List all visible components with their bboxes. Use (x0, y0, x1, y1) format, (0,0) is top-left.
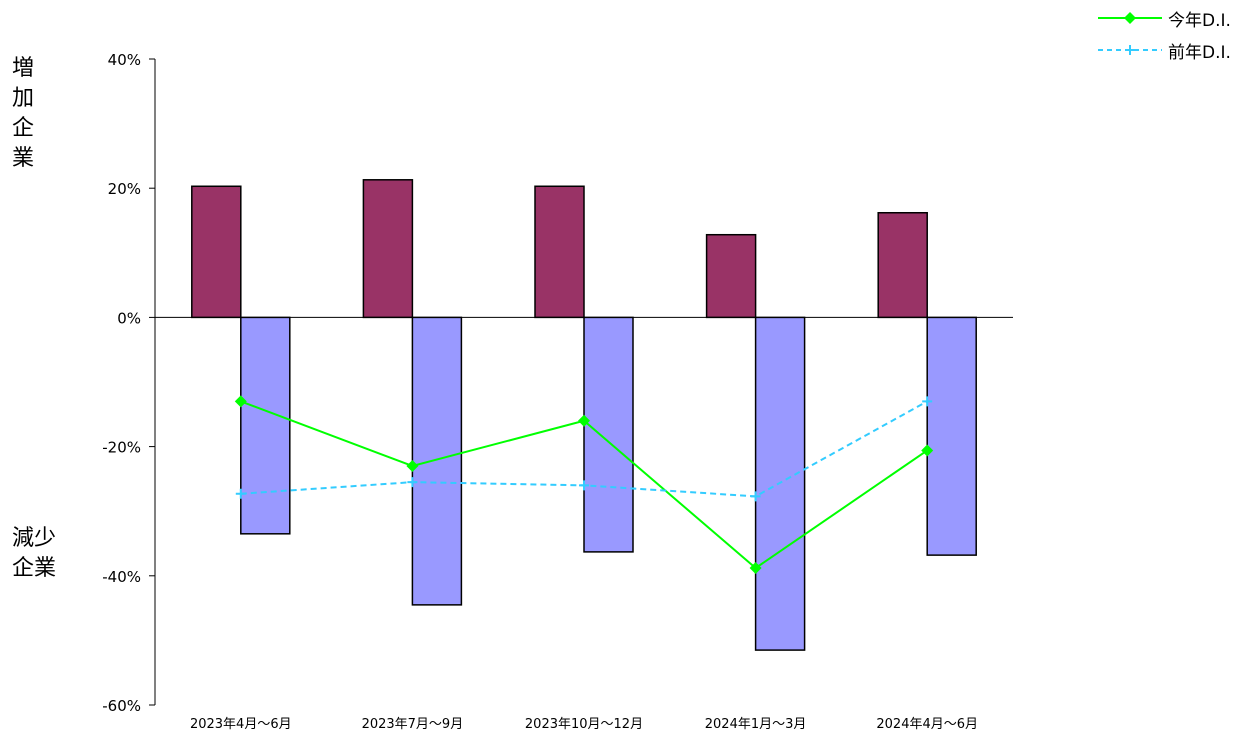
x-tick-label: 2024年1月～3月 (705, 717, 807, 732)
bar-decrease-1 (411, 316, 463, 606)
bar-increase-2 (534, 185, 585, 319)
x-axis-labels: 2023年4月～6月 2023年7月～9月 2023年10月～12月 2024年1月～… (190, 717, 978, 732)
series-point-1-0 (235, 488, 246, 499)
y-tick-label: -40% (102, 568, 141, 586)
series-point-0-3 (749, 562, 762, 575)
bar-decrease-0 (240, 316, 291, 535)
x-tick-label: 2024年4月～6月 (876, 717, 978, 732)
legend-swatch-this-year (1098, 12, 1162, 24)
series-lines (234, 395, 934, 575)
y-tick-label: 20% (108, 180, 141, 198)
y-tick-label: 0% (117, 309, 141, 327)
bar-increase-4 (877, 211, 928, 319)
y-tick-label: -20% (102, 439, 141, 457)
series-point-1-3 (750, 491, 761, 502)
series-point-0-0 (234, 395, 247, 408)
series-point-1-4 (922, 396, 933, 407)
series-point-0-4 (921, 444, 934, 457)
series-point-0-1 (406, 459, 419, 472)
series-point-1-1 (407, 477, 418, 488)
legend: 今年D.I. 前年D.I. (1098, 2, 1231, 66)
series-point-1-2 (579, 480, 589, 491)
legend-item-this-year: 今年D.I. (1098, 2, 1231, 34)
upper-side-label: 増加企業 (12, 56, 35, 171)
y-axis: 40% 20% 0% -20% -40% -60% (102, 51, 156, 715)
x-tick-label: 2023年7月～9月 (362, 717, 464, 732)
y-tick-label: -60% (102, 697, 141, 715)
bar-increase-1 (362, 179, 414, 319)
x-tick-label: 2023年10月～12月 (525, 717, 643, 732)
legend-label-last-year: 前年D.I. (1168, 42, 1231, 63)
bar-decrease-4 (926, 316, 977, 556)
bars (191, 179, 977, 651)
y-tick-label: 40% (108, 51, 141, 69)
bar-decrease-2 (583, 316, 634, 553)
series-point-0-2 (578, 414, 590, 427)
legend-label-this-year: 今年D.I. (1168, 10, 1231, 31)
lower-side-label: 減少企業 (12, 526, 57, 581)
legend-swatch-last-year (1098, 45, 1162, 55)
x-tick-label: 2023年4月～6月 (190, 717, 292, 732)
legend-item-last-year: 前年D.I. (1098, 34, 1231, 66)
bar-increase-3 (705, 233, 757, 319)
bar-increase-0 (191, 185, 242, 319)
